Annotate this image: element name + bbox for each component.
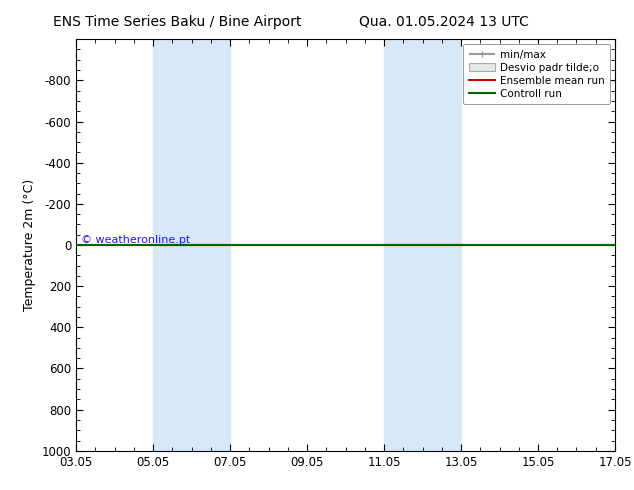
Legend: min/max, Desvio padr tilde;o, Ensemble mean run, Controll run: min/max, Desvio padr tilde;o, Ensemble m… <box>463 45 610 104</box>
Text: Qua. 01.05.2024 13 UTC: Qua. 01.05.2024 13 UTC <box>359 15 529 29</box>
Text: ENS Time Series Baku / Bine Airport: ENS Time Series Baku / Bine Airport <box>53 15 302 29</box>
Y-axis label: Temperature 2m (°C): Temperature 2m (°C) <box>23 179 36 311</box>
Text: © weatheronline.pt: © weatheronline.pt <box>81 235 191 245</box>
Bar <box>384 39 461 451</box>
Bar <box>153 39 230 451</box>
